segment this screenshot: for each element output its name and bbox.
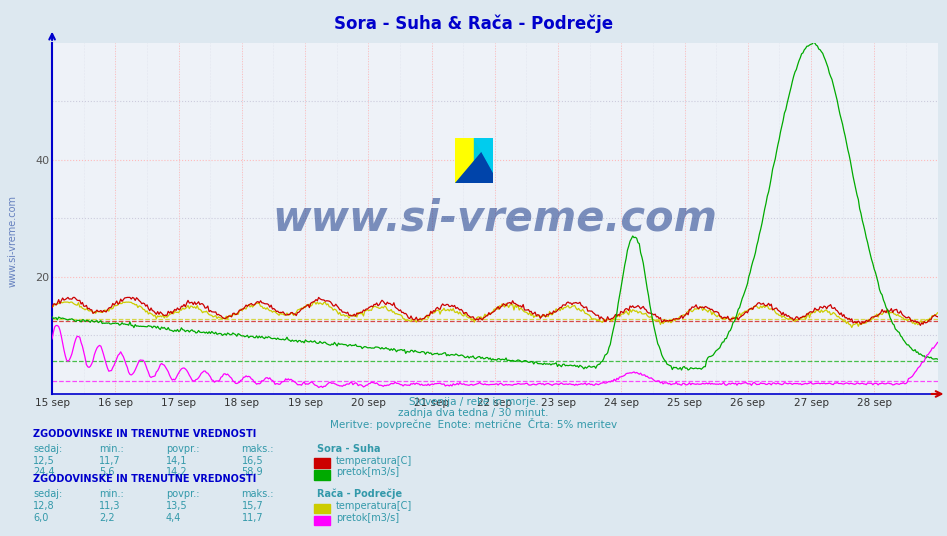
Text: sedaj:: sedaj: bbox=[33, 489, 63, 500]
Text: povpr.:: povpr.: bbox=[166, 489, 199, 500]
Text: 2,2: 2,2 bbox=[99, 513, 115, 523]
Text: 13,5: 13,5 bbox=[166, 501, 188, 511]
Text: 11,3: 11,3 bbox=[99, 501, 121, 511]
Text: 11,7: 11,7 bbox=[99, 456, 121, 466]
Text: sedaj:: sedaj: bbox=[33, 444, 63, 454]
Text: pretok[m3/s]: pretok[m3/s] bbox=[336, 467, 400, 478]
Text: zadnja dva tedna / 30 minut.: zadnja dva tedna / 30 minut. bbox=[399, 408, 548, 419]
Text: Sora - Suha: Sora - Suha bbox=[317, 444, 381, 454]
Text: Meritve: povprečne  Enote: metrične  Črta: 5% meritev: Meritve: povprečne Enote: metrične Črta:… bbox=[330, 418, 617, 430]
Text: maks.:: maks.: bbox=[241, 444, 274, 454]
Text: 12,5: 12,5 bbox=[33, 456, 55, 466]
Text: 11,7: 11,7 bbox=[241, 513, 263, 523]
Text: temperatura[C]: temperatura[C] bbox=[336, 501, 413, 511]
Text: ZGODOVINSKE IN TRENUTNE VREDNOSTI: ZGODOVINSKE IN TRENUTNE VREDNOSTI bbox=[33, 429, 257, 439]
Bar bbox=[455, 138, 474, 183]
Text: min.:: min.: bbox=[99, 489, 124, 500]
Text: min.:: min.: bbox=[99, 444, 124, 454]
Polygon shape bbox=[474, 138, 492, 172]
Text: maks.:: maks.: bbox=[241, 489, 274, 500]
Text: Sora - Suha & Rača - Podrečje: Sora - Suha & Rača - Podrečje bbox=[334, 15, 613, 33]
Text: pretok[m3/s]: pretok[m3/s] bbox=[336, 513, 400, 523]
Text: 24,4: 24,4 bbox=[33, 467, 55, 478]
Text: Slovenija / reke in morje.: Slovenija / reke in morje. bbox=[408, 397, 539, 407]
Polygon shape bbox=[455, 138, 492, 183]
Text: 16,5: 16,5 bbox=[241, 456, 263, 466]
Text: povpr.:: povpr.: bbox=[166, 444, 199, 454]
Bar bbox=[474, 138, 492, 183]
Text: www.si-vreme.com: www.si-vreme.com bbox=[8, 195, 18, 287]
Text: 6,0: 6,0 bbox=[33, 513, 48, 523]
Text: 58,9: 58,9 bbox=[241, 467, 263, 478]
Text: www.si-vreme.com: www.si-vreme.com bbox=[273, 197, 717, 240]
Text: Rača - Podrečje: Rača - Podrečje bbox=[317, 489, 402, 500]
Text: temperatura[C]: temperatura[C] bbox=[336, 456, 413, 466]
Text: 5,6: 5,6 bbox=[99, 467, 115, 478]
Text: 12,8: 12,8 bbox=[33, 501, 55, 511]
Text: 14,1: 14,1 bbox=[166, 456, 188, 466]
Text: 4,4: 4,4 bbox=[166, 513, 181, 523]
Text: ZGODOVINSKE IN TRENUTNE VREDNOSTI: ZGODOVINSKE IN TRENUTNE VREDNOSTI bbox=[33, 474, 257, 485]
Text: 15,7: 15,7 bbox=[241, 501, 263, 511]
Text: 14,2: 14,2 bbox=[166, 467, 188, 478]
